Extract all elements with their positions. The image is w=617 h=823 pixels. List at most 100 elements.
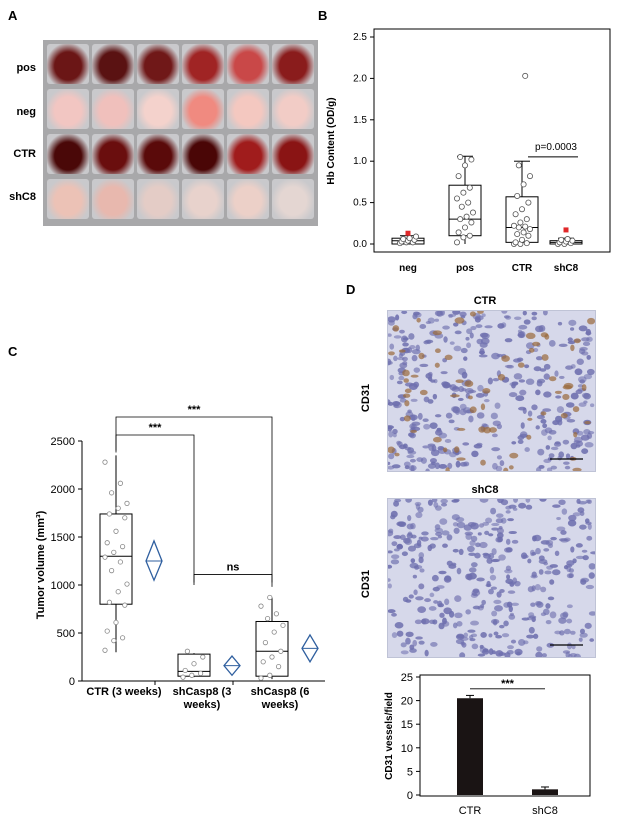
nucleus (584, 442, 594, 448)
nucleus (568, 319, 577, 326)
nucleus (388, 465, 395, 470)
nucleus (525, 378, 535, 385)
nucleus (420, 618, 430, 625)
nucleus (427, 499, 433, 506)
cd31-positive-vessel (410, 374, 419, 378)
nucleus (586, 433, 593, 439)
cd31-positive-vessel (454, 317, 465, 324)
nucleus (527, 410, 533, 417)
nucleus (424, 649, 429, 657)
nucleus (408, 594, 414, 599)
hb-outlier-marker (563, 227, 569, 233)
nucleus (454, 595, 462, 603)
nucleus (560, 612, 568, 620)
tumor-photo-pos-1 (47, 44, 89, 84)
nucleus (497, 536, 503, 543)
nucleus (508, 614, 516, 620)
nucleus (558, 343, 568, 348)
nucleus (505, 315, 512, 320)
nucleus (409, 648, 417, 653)
nucleus (504, 338, 513, 343)
nucleus (506, 364, 514, 369)
nucleus (554, 370, 559, 377)
tumor-photo-shC8-6 (272, 179, 314, 219)
nucleus (579, 632, 588, 638)
nucleus (492, 378, 500, 382)
nucleus (484, 325, 493, 329)
nucleus (443, 336, 448, 343)
nucleus (496, 527, 505, 534)
nucleus (498, 554, 506, 561)
nucleus (519, 431, 528, 439)
nucleus (417, 412, 423, 420)
cd31-positive-vessel (442, 447, 448, 453)
hb-y-tick-label: 1.0 (353, 156, 367, 167)
cd31-significance-label: *** (501, 678, 515, 690)
tumor-data-point (271, 629, 277, 635)
hb-data-point (455, 229, 462, 236)
nucleus (583, 373, 593, 380)
nucleus (578, 325, 588, 332)
cd31-positive-vessel (497, 373, 506, 381)
cd31-label-bottom: CD31 (360, 569, 373, 599)
cd31-y-tick-label: 10 (401, 743, 413, 755)
nucleus (389, 374, 395, 381)
tumor-photo-shC8-5 (227, 179, 269, 219)
hb-data-point (463, 213, 470, 220)
nucleus (438, 570, 447, 575)
nucleus (493, 599, 502, 605)
tumor-data-point (113, 619, 119, 626)
nucleus (563, 461, 570, 465)
nucleus (557, 321, 563, 326)
hb-data-point (522, 223, 529, 230)
nucleus (572, 512, 581, 517)
nucleus (567, 340, 576, 345)
nucleus (536, 646, 543, 652)
row-label-shc8: shC8 (9, 191, 36, 203)
hb-content-chart: Hb Content (OD/g) 0.0 0.5 1.0 1.5 2.0 2.5 p=0… (326, 28, 611, 274)
nucleus (491, 522, 500, 527)
nucleus (582, 341, 591, 347)
nucleus (448, 314, 453, 318)
hb-data-point (510, 222, 517, 229)
tumor-data-point (109, 490, 115, 496)
nucleus (468, 552, 476, 557)
nucleus (483, 399, 490, 403)
nucleus (423, 340, 430, 345)
nucleus (470, 620, 479, 626)
nucleus (579, 379, 586, 384)
nucleus (416, 457, 424, 462)
cd31-positive-vessel (456, 427, 466, 431)
nucleus (388, 530, 394, 537)
nucleus (578, 500, 588, 505)
nucleus (586, 535, 593, 541)
nucleus (561, 508, 568, 515)
nucleus (543, 363, 551, 370)
nucleus (547, 596, 555, 601)
tumor-significance-label: ns (227, 561, 240, 573)
hb-data-point (514, 231, 521, 238)
nucleus (479, 499, 489, 503)
tumor-data-point (269, 654, 275, 660)
nucleus (470, 562, 478, 568)
nucleus (549, 564, 559, 568)
panel-c-label: C (8, 344, 18, 359)
nucleus (463, 356, 468, 361)
nucleus (423, 423, 431, 430)
cd31-micrograph-shc8 (387, 498, 596, 658)
nucleus (530, 574, 538, 579)
nucleus (415, 344, 421, 351)
micrograph-texture (388, 311, 595, 471)
tumor-data-point (273, 611, 279, 617)
cd31-micrograph-ctr (387, 310, 596, 472)
cd31-positive-vessel (527, 417, 533, 421)
hb-data-point (518, 206, 525, 213)
nucleus (479, 646, 487, 654)
nucleus (475, 393, 485, 398)
nucleus (476, 412, 485, 419)
nucleus (465, 336, 470, 341)
nucleus (488, 633, 493, 638)
hb-data-point (468, 219, 475, 226)
nucleus (388, 316, 396, 323)
nucleus (464, 387, 474, 394)
